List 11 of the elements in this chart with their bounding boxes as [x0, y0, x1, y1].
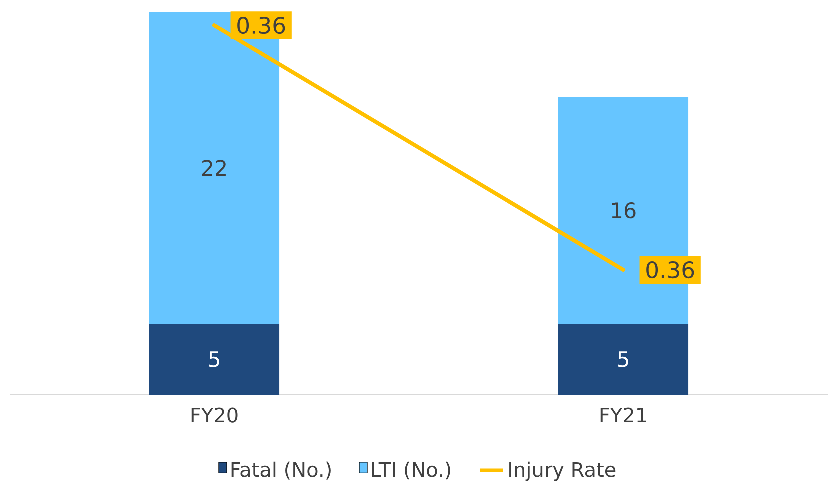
x-tick-label: FY20 — [192, 408, 238, 423]
legend-label: Fatal (No.) — [232, 462, 331, 480]
legend-label: LTI (No.) — [372, 462, 450, 480]
data-label: 0.36 — [646, 261, 694, 279]
data-label: 16 — [612, 202, 636, 219]
data-label: 22 — [202, 160, 226, 176]
data-label: 5 — [209, 352, 220, 368]
data-label: 5 — [618, 352, 628, 368]
x-tick-label: FY21 — [600, 408, 646, 423]
legend-label: Injury Rate — [510, 462, 616, 482]
data-label: 0.36 — [238, 16, 286, 34]
